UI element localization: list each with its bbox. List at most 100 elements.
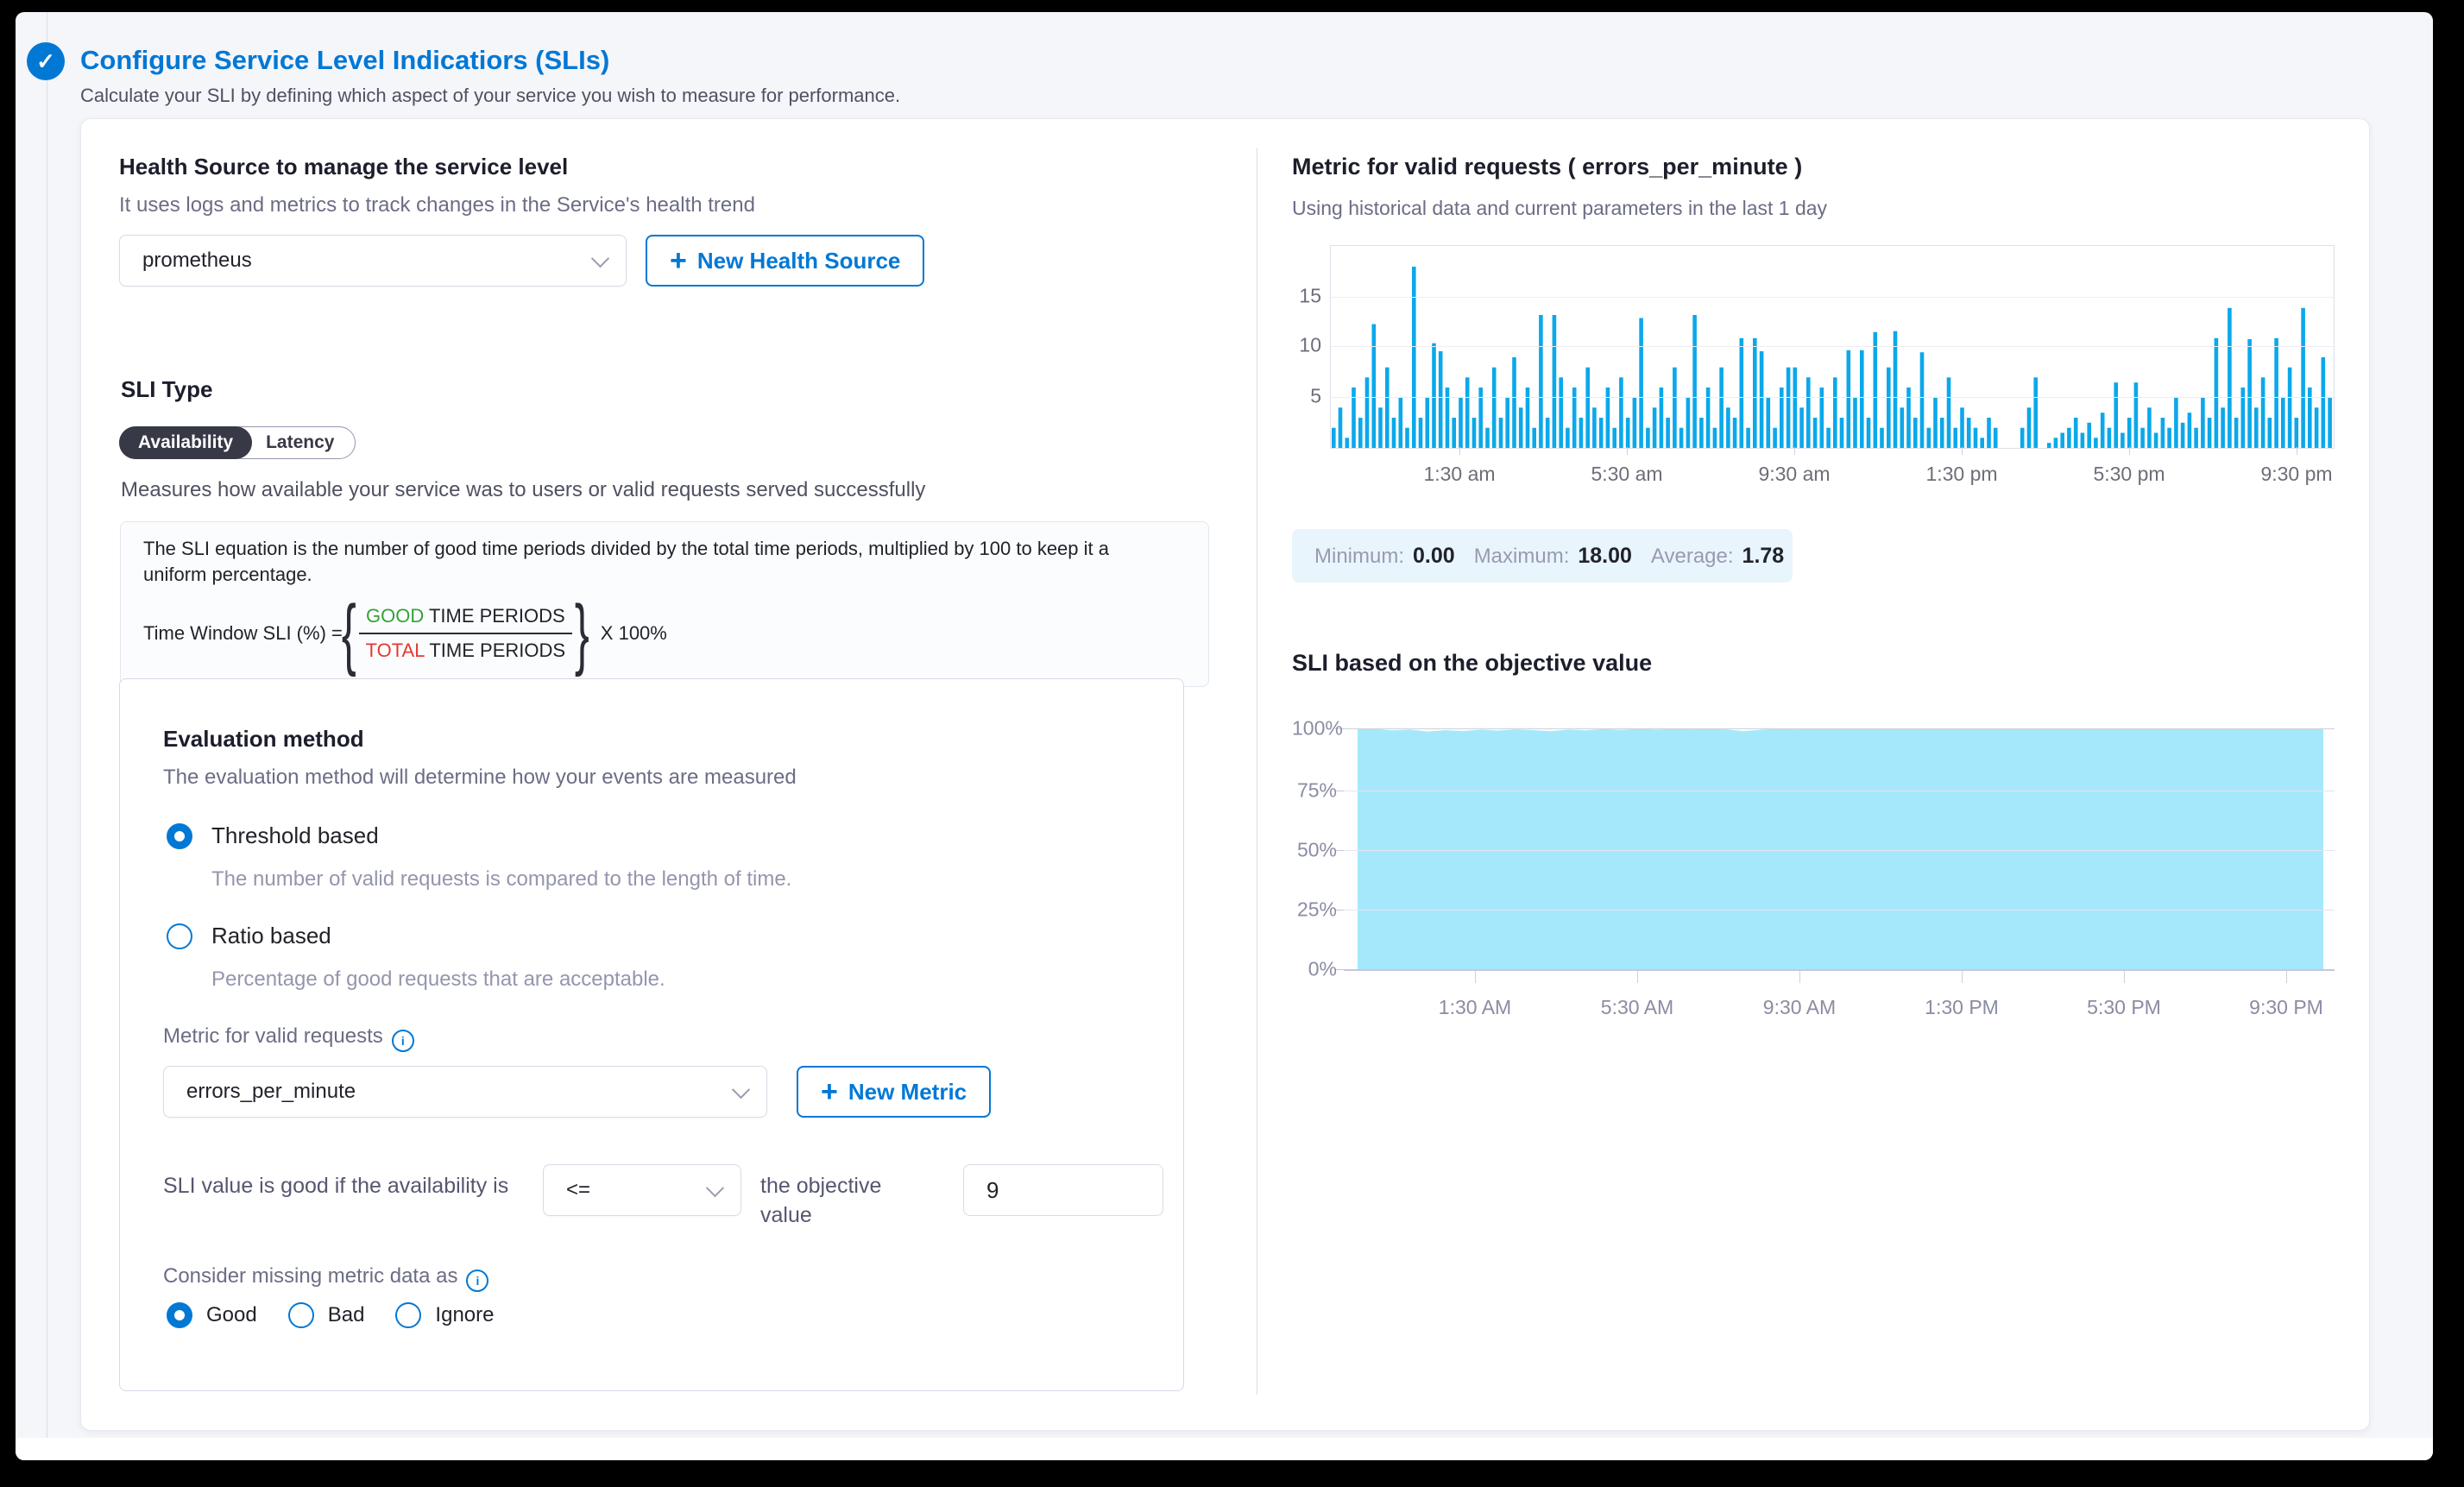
gridline	[1344, 850, 2335, 851]
maximum-value: 18.00	[1578, 543, 1632, 568]
operator-value: <=	[566, 1178, 591, 1201]
missing-data-label: Consider missing metric data as i	[163, 1264, 489, 1292]
axis-tick	[1475, 971, 1476, 983]
x-axis-line	[1344, 969, 2335, 971]
info-glyph: i	[476, 1274, 480, 1288]
gridline	[1331, 397, 2334, 398]
operator-select[interactable]: <=	[543, 1164, 741, 1216]
gridline	[1331, 297, 2334, 298]
axis-tick	[1962, 971, 1963, 983]
sli-area	[1358, 728, 2323, 969]
info-glyph: i	[400, 1034, 405, 1048]
axis-tick	[2129, 447, 2130, 455]
gridline	[1331, 346, 2334, 347]
page-subtitle: Calculate your SLI by defining which asp…	[80, 85, 901, 106]
sli-type-description: Measures how available your service was …	[121, 478, 926, 501]
fraction-numerator: GOOD TIME PERIODS	[359, 603, 572, 634]
plus-icon: +	[670, 244, 687, 277]
total-highlight: TOTAL	[365, 640, 425, 661]
health-source-select-value: prometheus	[142, 249, 252, 272]
x-axis-label: 1:30 pm	[1925, 463, 1998, 485]
stat-maximum: Maximum: 18.00	[1474, 544, 1632, 569]
good-highlight: GOOD	[366, 605, 425, 627]
health-source-select[interactable]: prometheus	[119, 235, 627, 287]
bad-radio[interactable]	[287, 1302, 314, 1328]
y-axis-label: 25%	[1296, 898, 1337, 921]
evaluation-description: The evaluation method will determine how…	[163, 766, 797, 789]
average-label: Average:	[1650, 544, 1734, 568]
missing-data-label-text: Consider missing metric data as	[163, 1264, 458, 1288]
y-axis-tick	[1335, 969, 1344, 970]
health-source-heading: Health Source to manage the service leve…	[119, 154, 569, 180]
left-brace: {	[341, 589, 356, 677]
metric-chart-heading: Metric for valid requests ( errors_per_m…	[1292, 154, 1803, 180]
x-axis-label: 1:30 AM	[1438, 996, 1512, 1018]
threshold-based-option[interactable]: Threshold based	[167, 822, 379, 849]
minimum-value: 0.00	[1413, 543, 1455, 568]
stat-minimum: Minimum: 0.00	[1314, 544, 1455, 569]
ratio-based-option[interactable]: Ratio based	[167, 923, 331, 949]
threshold-label: Threshold based	[211, 822, 379, 848]
x-axis-label: 5:30 am	[1591, 463, 1663, 485]
ratio-description: Percentage of good requests that are acc…	[211, 967, 665, 991]
objective-value-input[interactable]	[963, 1164, 1163, 1216]
sli-equation-text: The SLI equation is the number of good t…	[143, 538, 1109, 585]
equation-prefix: Time Window SLI (%) =	[143, 622, 343, 644]
metric-bars	[1332, 267, 2332, 448]
new-metric-button[interactable]: + New Metric	[797, 1066, 992, 1118]
y-axis-label: 10	[1299, 333, 1321, 356]
y-axis-label: 0%	[1308, 957, 1337, 980]
x-axis-label: 5:30 pm	[2093, 463, 2165, 485]
y-axis-label: 50%	[1296, 838, 1337, 861]
sli-type-option-latency[interactable]: Latency	[266, 432, 335, 452]
good-label: Good	[206, 1303, 257, 1326]
ignore-radio[interactable]	[395, 1302, 422, 1328]
axis-tick	[1459, 447, 1460, 455]
fraction-denominator: TOTAL TIME PERIODS	[359, 634, 572, 664]
axis-tick	[1799, 971, 1800, 983]
info-icon[interactable]: i	[466, 1270, 489, 1292]
ratio-radio[interactable]	[167, 923, 192, 949]
maximum-label: Maximum:	[1473, 544, 1570, 568]
numerator-rest: TIME PERIODS	[424, 605, 565, 627]
evaluation-heading: Evaluation method	[163, 726, 364, 752]
step-complete-check-icon: ✓	[27, 42, 65, 80]
metric-chart-subheading: Using historical data and current parame…	[1292, 197, 1828, 219]
sli-type-option-availability[interactable]: Availability	[119, 426, 253, 459]
minimum-label: Minimum:	[1314, 544, 1405, 568]
y-axis-label: 15	[1299, 284, 1321, 307]
metric-select[interactable]: errors_per_minute	[163, 1066, 767, 1118]
threshold-description: The number of valid requests is compared…	[211, 867, 792, 891]
bad-label: Bad	[327, 1303, 365, 1326]
axis-tick	[2124, 971, 2125, 983]
sli-config-card: Health Source to manage the service leve…	[80, 118, 2370, 1431]
x-axis-label: 9:30 PM	[2249, 996, 2323, 1018]
x-axis-label: 9:30 pm	[2260, 463, 2333, 485]
missing-data-good-option[interactable]: Good	[167, 1302, 257, 1328]
chevron-down-icon	[590, 249, 610, 268]
good-radio[interactable]	[167, 1302, 192, 1328]
average-value: 1.78	[1742, 543, 1785, 568]
plus-icon: +	[821, 1075, 838, 1108]
missing-data-ignore-option[interactable]: Ignore	[395, 1302, 494, 1328]
axis-tick	[1962, 447, 1963, 455]
axis-tick	[1627, 447, 1628, 455]
health-source-description: It uses logs and metrics to track change…	[119, 193, 755, 217]
metric-stats-bar: Minimum: 0.00 Maximum: 18.00 Average: 1.…	[1292, 529, 1793, 583]
evaluation-panel: Evaluation method The evaluation method …	[119, 678, 1184, 1391]
x-axis-label: 1:30 PM	[1925, 996, 1999, 1018]
threshold-radio[interactable]	[167, 822, 192, 849]
sli-type-heading: SLI Type	[121, 376, 213, 402]
info-icon[interactable]: i	[391, 1030, 414, 1052]
chevron-down-icon	[731, 1080, 751, 1099]
sli-equation-formula: Time Window SLI (%) = { GOOD TIME PERIOD…	[143, 589, 1186, 677]
new-health-source-button[interactable]: + New Health Source	[646, 235, 925, 287]
metric-label-text: Metric for valid requests	[163, 1024, 383, 1048]
y-axis-tick	[1335, 728, 1344, 729]
y-axis-label: 5	[1310, 384, 1321, 407]
y-axis-label: 75%	[1296, 778, 1337, 802]
missing-data-bad-option[interactable]: Bad	[287, 1302, 365, 1328]
equation-suffix: X 100%	[600, 622, 667, 644]
gridline	[1344, 728, 2335, 729]
